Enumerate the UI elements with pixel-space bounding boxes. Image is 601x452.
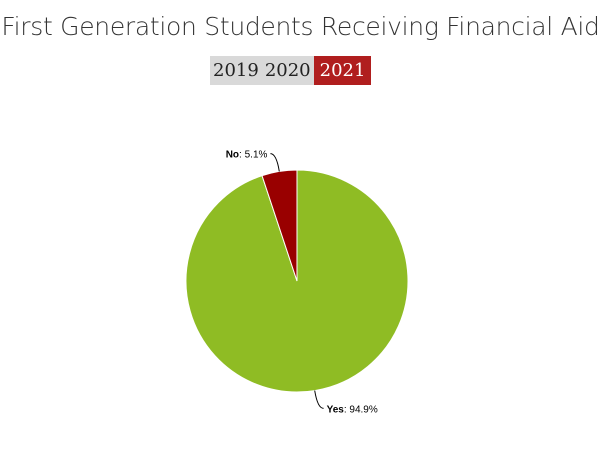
pie-slice-no[interactable]: [261, 169, 298, 282]
connector-no: [270, 153, 280, 172]
connector-yes: [314, 390, 324, 409]
year-tabs: 2019 2020 2021: [210, 56, 372, 85]
tab-2020[interactable]: 2020: [261, 56, 314, 85]
data-label-no: No: 5.1%: [226, 150, 268, 161]
data-label-yes: Yes: 94.9%: [327, 404, 378, 415]
page-title: First Generation Students Receiving Fina…: [1, 12, 600, 41]
tab-2021[interactable]: 2021: [313, 56, 372, 85]
tab-2019[interactable]: 2019: [210, 56, 262, 85]
